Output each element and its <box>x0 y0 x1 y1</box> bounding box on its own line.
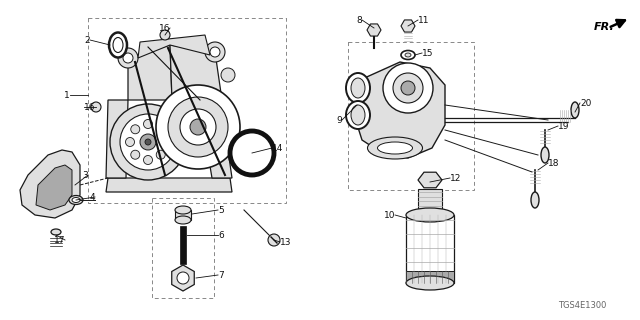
Polygon shape <box>128 45 172 100</box>
Text: 17: 17 <box>54 236 65 244</box>
Text: 13: 13 <box>280 237 291 246</box>
Circle shape <box>210 47 220 57</box>
Text: 8: 8 <box>356 15 362 25</box>
Circle shape <box>156 125 165 134</box>
Polygon shape <box>138 35 210 58</box>
Bar <box>152 198 214 298</box>
Bar <box>180 226 186 264</box>
Circle shape <box>268 234 280 246</box>
Polygon shape <box>418 172 442 188</box>
Circle shape <box>230 131 274 175</box>
Circle shape <box>393 73 423 103</box>
Bar <box>406 271 454 283</box>
Circle shape <box>161 138 170 147</box>
Circle shape <box>156 85 240 169</box>
Polygon shape <box>367 24 381 36</box>
Text: 4: 4 <box>90 193 95 202</box>
Circle shape <box>120 114 176 170</box>
Circle shape <box>125 138 134 147</box>
Text: 16: 16 <box>159 23 170 33</box>
Bar <box>88 18 286 203</box>
Polygon shape <box>355 62 445 158</box>
Polygon shape <box>172 265 195 291</box>
Text: 1: 1 <box>64 91 70 100</box>
Circle shape <box>145 139 151 145</box>
Ellipse shape <box>346 73 370 103</box>
Polygon shape <box>401 20 415 32</box>
Text: 3: 3 <box>83 171 88 180</box>
Circle shape <box>156 150 165 159</box>
Circle shape <box>131 150 140 159</box>
Ellipse shape <box>113 37 123 52</box>
Polygon shape <box>170 45 222 100</box>
Text: 7: 7 <box>218 270 224 279</box>
Text: 10: 10 <box>383 211 395 220</box>
Circle shape <box>177 272 189 284</box>
Ellipse shape <box>531 192 539 208</box>
Ellipse shape <box>405 53 411 57</box>
Ellipse shape <box>351 78 365 98</box>
Circle shape <box>140 134 156 150</box>
Ellipse shape <box>541 147 549 163</box>
Circle shape <box>131 125 140 134</box>
Text: 14: 14 <box>272 143 284 153</box>
Text: 12: 12 <box>450 173 461 182</box>
Ellipse shape <box>406 276 454 290</box>
Circle shape <box>118 48 138 68</box>
Text: 16: 16 <box>84 102 95 111</box>
Polygon shape <box>36 165 72 210</box>
Bar <box>175 210 191 220</box>
Text: 2: 2 <box>84 36 90 44</box>
Ellipse shape <box>72 197 80 203</box>
Circle shape <box>180 109 216 145</box>
Ellipse shape <box>175 206 191 214</box>
Ellipse shape <box>571 102 579 118</box>
Text: 6: 6 <box>218 230 224 239</box>
Ellipse shape <box>69 196 83 204</box>
Text: 18: 18 <box>548 158 559 167</box>
Circle shape <box>401 81 415 95</box>
Ellipse shape <box>378 142 413 154</box>
Circle shape <box>143 119 152 129</box>
Circle shape <box>383 63 433 113</box>
Circle shape <box>160 30 170 40</box>
Bar <box>348 42 474 190</box>
Polygon shape <box>20 150 80 218</box>
Polygon shape <box>106 100 128 178</box>
Text: 9: 9 <box>336 116 342 124</box>
Text: 19: 19 <box>558 122 570 131</box>
Polygon shape <box>106 178 232 192</box>
Ellipse shape <box>406 208 454 222</box>
Circle shape <box>221 68 235 82</box>
Ellipse shape <box>351 105 365 125</box>
Circle shape <box>143 156 152 164</box>
Text: TGS4E1300: TGS4E1300 <box>558 300 606 309</box>
Ellipse shape <box>367 137 422 159</box>
Text: FR.: FR. <box>594 22 615 32</box>
Circle shape <box>168 97 228 157</box>
Text: 5: 5 <box>218 205 224 214</box>
Ellipse shape <box>109 33 127 58</box>
Ellipse shape <box>346 101 370 129</box>
Ellipse shape <box>401 51 415 60</box>
Text: 11: 11 <box>418 15 429 25</box>
Ellipse shape <box>175 216 191 224</box>
Bar <box>418 189 442 214</box>
Circle shape <box>205 42 225 62</box>
Circle shape <box>91 102 101 112</box>
Ellipse shape <box>51 229 61 235</box>
Bar <box>406 215 454 283</box>
Text: 15: 15 <box>422 49 433 58</box>
Polygon shape <box>198 95 232 178</box>
Text: 20: 20 <box>580 99 591 108</box>
Circle shape <box>123 53 133 63</box>
Circle shape <box>190 119 206 135</box>
Circle shape <box>110 104 186 180</box>
